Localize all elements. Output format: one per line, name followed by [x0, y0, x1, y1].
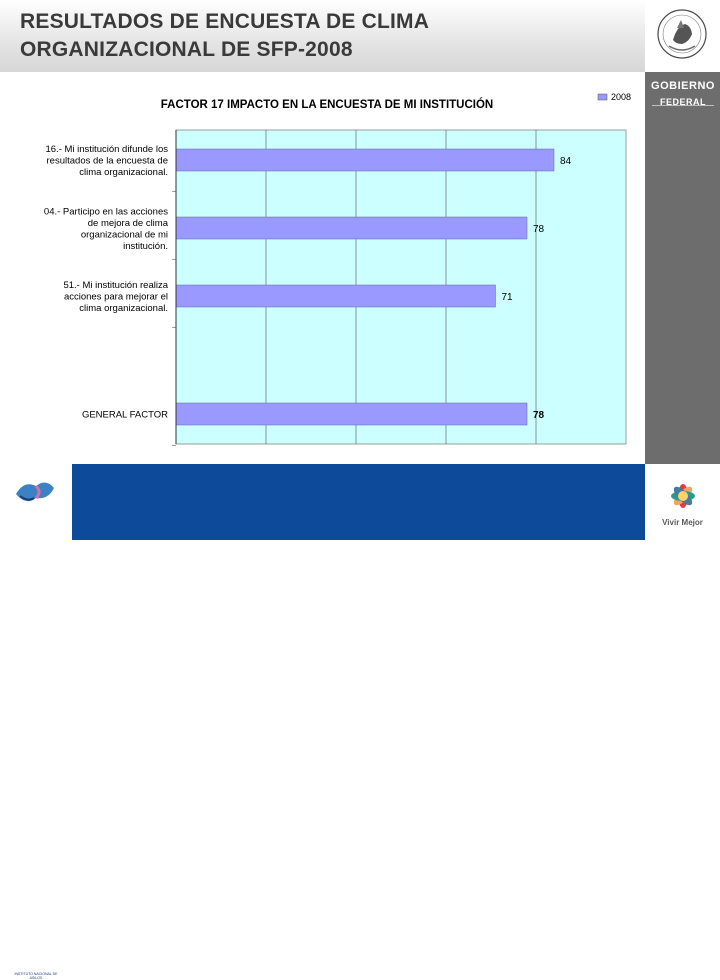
bar	[175, 216, 528, 240]
category-label: de mejora de clima	[88, 218, 169, 229]
slide-title: RESULTADOS DE ENCUESTA DE CLIMA ORGANIZA…	[20, 8, 620, 64]
category-label: institución.	[123, 241, 168, 252]
right-sidebar	[645, 0, 720, 540]
header-bar: RESULTADOS DE ENCUESTA DE CLIMA ORGANIZA…	[0, 0, 645, 72]
category-label: resultados de la encuesta de	[47, 156, 168, 167]
divider	[652, 105, 714, 106]
legend-swatch	[597, 93, 608, 101]
category-label: clima organizacional.	[79, 303, 168, 314]
category-label: 51.- Mi institución realiza	[63, 280, 168, 291]
institute-label: INSTITUTO NACIONAL DE ASILOS	[14, 972, 58, 980]
mexican-seal-icon	[657, 9, 707, 59]
gobierno-text: GOBIERNO	[651, 80, 715, 92]
category-label: 04.- Participo en las acciones	[44, 206, 168, 217]
data-label: 78	[533, 224, 545, 235]
category-label: GENERAL FACTOR	[82, 410, 168, 421]
data-label: 84	[560, 156, 572, 167]
bar-chart: FACTOR 17 IMPACTO EN LA ENCUESTA DE MI I…	[44, 92, 631, 446]
category-label: organizacional de mi	[81, 229, 168, 240]
footer-blue-band	[72, 464, 645, 540]
gobierno-federal-logo: GOBIERNO FEDERAL	[648, 80, 718, 108]
category-label: clima organizacional.	[79, 167, 168, 178]
bar	[175, 402, 528, 426]
data-label: 78	[533, 410, 545, 421]
bar	[175, 284, 496, 308]
chart-area: FACTOR 17 IMPACTO EN LA ENCUESTA DE MI I…	[0, 72, 645, 464]
title-line-1: RESULTADOS DE ENCUESTA DE CLIMA	[20, 10, 430, 33]
category-label: 16.- Mi institución difunde los	[45, 144, 168, 155]
footer-right-panel: Vivir Mejor	[645, 464, 720, 540]
institute-logo-icon	[16, 482, 54, 502]
data-label: 71	[502, 292, 514, 303]
vivir-mejor-label: Vivir Mejor	[662, 518, 703, 527]
federal-text: FEDERAL	[660, 97, 706, 107]
legend-label: 2008	[611, 92, 631, 102]
category-label: acciones para mejorar el	[64, 292, 168, 303]
footer-left-panel: INSTITUTO NACIONAL DE ASILOS	[0, 464, 72, 980]
vivir-mejor-flower-icon	[671, 484, 695, 508]
chart-title: FACTOR 17 IMPACTO EN LA ENCUESTA DE MI I…	[161, 98, 493, 111]
bar	[175, 148, 555, 172]
title-line-2: ORGANIZACIONAL DE SFP-2008	[20, 38, 353, 61]
